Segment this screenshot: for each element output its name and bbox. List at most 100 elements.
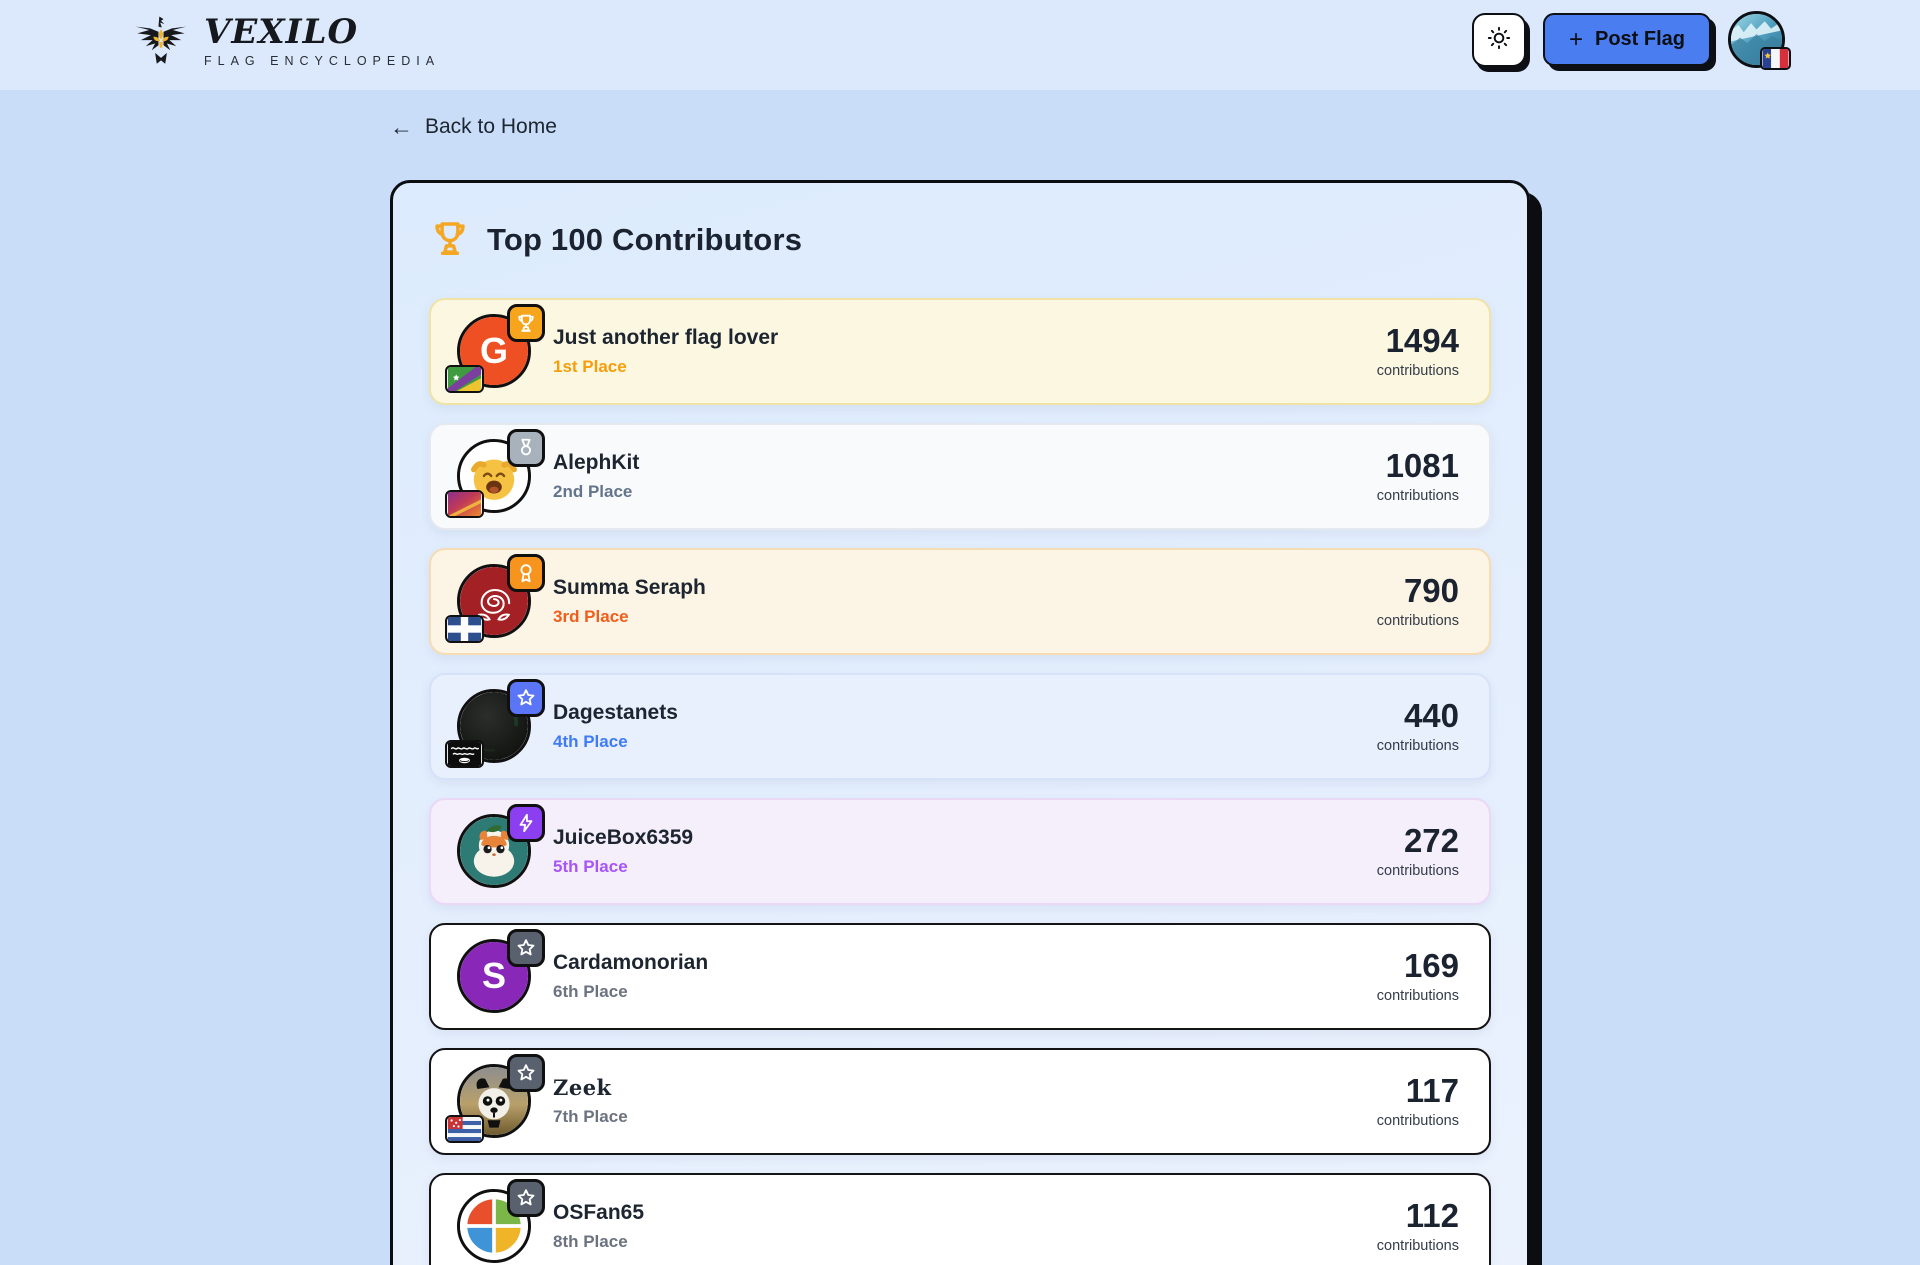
eagle-fleur-logo-icon [134, 12, 188, 70]
contributor-name: JuiceBox6359 [553, 825, 694, 849]
contributor-score: 112 contributions [1376, 1197, 1459, 1254]
contributor-score: 272 contributions [1376, 822, 1459, 879]
contributor-place: 2nd Place [553, 482, 633, 502]
contributor-identity: AlephKit 2nd Place [553, 450, 639, 502]
leaderboard-title: Top 100 Contributors [487, 222, 803, 257]
brand-home-link[interactable]: VEXILO FLAG ENCYCLOPEDIA [134, 12, 440, 70]
plus-icon: + [1568, 25, 1583, 53]
france-flag-icon [1760, 47, 1791, 70]
main-content: ← Back to Home Top 100 Contributors G [390, 90, 1530, 1265]
contributor-row-2[interactable]: AlephKit 2nd Place 1081 contributions [429, 422, 1491, 530]
star-badge-icon [507, 929, 545, 967]
star-badge-icon [507, 1179, 545, 1217]
flag-navy-cross [445, 615, 484, 643]
contribution-count: 1494 [1385, 322, 1459, 360]
contributor-place: 4th Place [553, 732, 628, 752]
contributor-row-7[interactable]: Zeek 7th Place 117 contributions [429, 1047, 1491, 1155]
contribution-count: 117 [1405, 1072, 1459, 1110]
contributor-place: 5th Place [553, 857, 628, 877]
header-controls: + Post Flag [1471, 11, 1791, 70]
theme-toggle-button[interactable] [1471, 12, 1526, 67]
contributor-score: 1494 contributions [1376, 322, 1459, 379]
contribution-unit-label: contributions [1376, 1237, 1459, 1254]
flag-purple-orange [445, 490, 484, 518]
contribution-count: 272 [1403, 822, 1459, 860]
contributor-avatar-group [457, 804, 545, 888]
arrow-left-icon: ← [390, 113, 413, 140]
brand-subtitle: FLAG ENCYCLOPEDIA [204, 53, 441, 68]
contributor-identity: Dagestanets 4th Place [553, 700, 678, 752]
contributor-identity: Summa Seraph 3rd Place [553, 575, 706, 627]
post-flag-label: Post Flag [1594, 28, 1685, 50]
contributor-avatar-group [445, 679, 545, 768]
contributor-avatar-group [445, 429, 545, 518]
contributor-identity: OSFan65 8th Place [553, 1200, 644, 1252]
user-avatar[interactable] [1728, 11, 1791, 70]
contributor-place: 6th Place [553, 982, 628, 1002]
contributor-name: OSFan65 [553, 1200, 645, 1224]
contributor-avatar-group [445, 554, 545, 643]
contributor-name: Zeek [553, 1074, 612, 1100]
trophy-icon [429, 217, 471, 264]
contribution-count: 169 [1403, 947, 1459, 985]
contributor-name: Summa Seraph [553, 575, 706, 599]
sun-icon [1486, 25, 1512, 54]
brand-title: VEXILO [204, 11, 359, 52]
contributor-row-6[interactable]: S Cardamonorian 6th Place 169 contributi… [429, 922, 1491, 1030]
bolt-badge-icon [507, 804, 545, 842]
contributor-place: 1st Place [553, 357, 627, 377]
contribution-count: 790 [1403, 572, 1459, 610]
contributor-score: 117 contributions [1376, 1072, 1459, 1129]
contributor-row-3[interactable]: Summa Seraph 3rd Place 790 contributions [429, 547, 1491, 655]
contributor-row-4[interactable]: Dagestanets 4th Place 440 contributions [429, 672, 1491, 780]
contributor-avatar-group: S [457, 929, 545, 1013]
contributor-place: 3rd Place [553, 607, 629, 627]
contributor-name: Dagestanets [553, 700, 678, 724]
contribution-unit-label: contributions [1376, 612, 1459, 629]
rosette-badge-icon [507, 554, 545, 592]
contribution-unit-label: contributions [1376, 487, 1459, 504]
contributor-row-8[interactable]: OSFan65 8th Place 112 contributions [429, 1172, 1491, 1265]
app-header: VEXILO FLAG ENCYCLOPEDIA + Post Flag [0, 0, 1920, 90]
leaderboard-card: Top 100 Contributors G Just another flag… [390, 179, 1530, 1265]
contributor-score: 440 contributions [1376, 697, 1459, 754]
contributor-list: G Just another flag lover 1st Place 1494… [429, 297, 1491, 1265]
contribution-count: 1081 [1385, 447, 1459, 485]
contributor-avatar-group: G [445, 304, 545, 393]
contribution-unit-label: contributions [1376, 737, 1459, 754]
contributor-identity: Cardamonorian 6th Place [553, 950, 708, 1002]
contributor-score: 790 contributions [1376, 572, 1459, 629]
post-flag-button[interactable]: + Post Flag [1542, 13, 1711, 66]
contribution-unit-label: contributions [1376, 362, 1459, 379]
contributor-identity: Zeek 7th Place [553, 1075, 628, 1127]
contributor-score: 1081 contributions [1376, 447, 1459, 504]
contributor-avatar-group [457, 1179, 545, 1263]
medal-badge-icon [507, 429, 545, 467]
leaderboard-header: Top 100 Contributors [429, 217, 1491, 264]
contributor-avatar-group [445, 1054, 545, 1143]
contribution-unit-label: contributions [1376, 987, 1459, 1004]
contribution-count: 440 [1403, 697, 1459, 735]
contribution-unit-label: contributions [1376, 1112, 1459, 1129]
contributor-name: Cardamonorian [553, 950, 709, 974]
flag-red-canton-stripes [445, 1115, 484, 1143]
star-badge-icon [507, 1054, 545, 1092]
contributor-identity: Just another flag lover 1st Place [553, 325, 778, 377]
back-to-home-link[interactable]: ← Back to Home [390, 115, 557, 139]
star-badge-icon [507, 679, 545, 717]
contributor-place: 8th Place [553, 1232, 628, 1252]
contributor-identity: JuiceBox6359 5th Place [553, 825, 693, 877]
back-to-home-label: Back to Home [425, 115, 557, 138]
contributor-place: 7th Place [553, 1107, 628, 1127]
contribution-unit-label: contributions [1376, 862, 1459, 879]
flag-green-purple-star [445, 365, 484, 393]
trophy-badge-icon [507, 304, 545, 342]
contributor-row-1[interactable]: G Just another flag lover 1st Place 1494… [429, 297, 1491, 405]
flag-black-script [445, 740, 484, 768]
contribution-count: 112 [1405, 1197, 1459, 1235]
contributor-score: 169 contributions [1376, 947, 1459, 1004]
contributor-name: Just another flag lover [553, 325, 779, 349]
contributor-row-5[interactable]: JuiceBox6359 5th Place 272 contributions [429, 797, 1491, 905]
contributor-name: AlephKit [553, 450, 640, 474]
